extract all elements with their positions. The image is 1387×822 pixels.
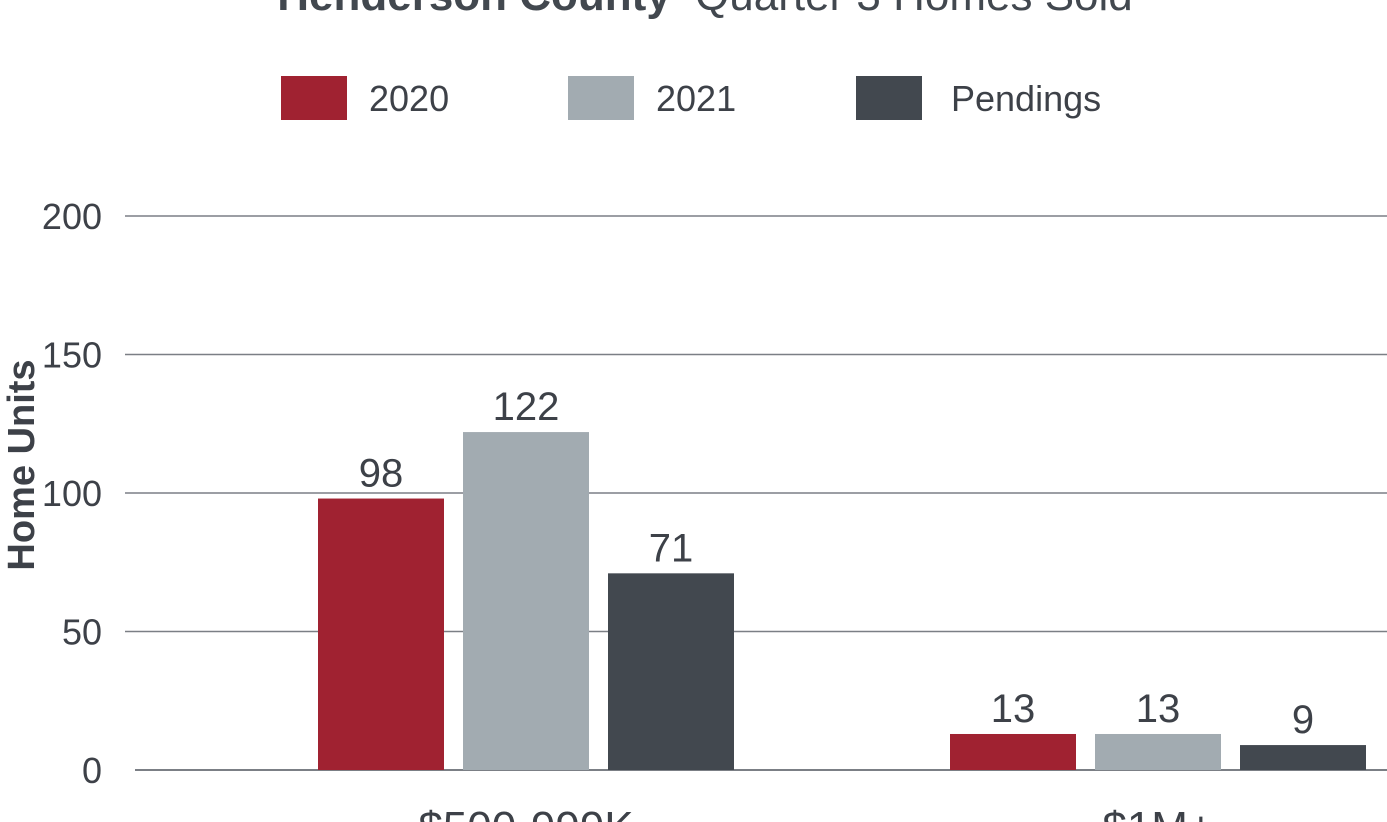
bar-value-label: 122 <box>493 385 560 429</box>
legend-swatch <box>856 76 922 120</box>
bar <box>1095 733 1221 770</box>
y-tick-label: 100 <box>42 473 102 514</box>
x-tick-label: $500-999K <box>418 803 633 822</box>
bar-value-label: 71 <box>649 526 694 570</box>
y-tick-label: 50 <box>62 612 102 653</box>
chart-title-bold: Henderson County <box>277 0 671 20</box>
x-axis-ticks: $500-999K $1M+ <box>418 803 1213 822</box>
x-tick-label: $1M+ <box>1102 803 1213 822</box>
bar <box>950 733 1076 770</box>
legend-swatch <box>281 76 347 120</box>
bar-value-label: 98 <box>359 452 404 496</box>
bar <box>463 432 589 770</box>
legend-label: 2021 <box>656 78 736 119</box>
bar <box>608 573 734 770</box>
bar-label-background <box>1269 705 1337 744</box>
legend-swatch <box>568 76 634 120</box>
legend: 2020 2021 Pendings <box>281 76 1101 120</box>
bar-value-label: 9 <box>1292 698 1314 742</box>
bar-label-background <box>637 533 705 572</box>
legend-label: Pendings <box>951 78 1101 119</box>
chart-title-rest: Quarter 3 Homes Sold <box>695 0 1133 20</box>
y-tick-label: 150 <box>42 335 102 376</box>
bar <box>1240 745 1366 770</box>
y-axis-label: Home Units <box>1 359 43 570</box>
legend-label: 2020 <box>369 78 449 119</box>
bar-value-label: 13 <box>1136 687 1181 731</box>
bars <box>318 432 1366 770</box>
y-tick-label: 0 <box>82 750 102 791</box>
chart-title: Henderson County Quarter 3 Homes Sold <box>277 0 1133 20</box>
bar-value-label: 13 <box>991 687 1036 731</box>
gridlines <box>125 215 1387 771</box>
y-tick-label: 200 <box>42 196 102 237</box>
y-axis-ticks: 0 50 100 150 200 <box>42 196 102 791</box>
bar-value-labels: 98 122 71 13 13 9 <box>359 385 1337 744</box>
bar <box>318 498 444 770</box>
